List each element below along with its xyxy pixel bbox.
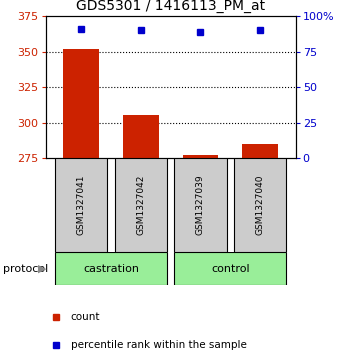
- Text: GSM1327041: GSM1327041: [77, 175, 86, 235]
- Bar: [174, 158, 227, 252]
- Bar: [242, 144, 278, 158]
- Text: control: control: [211, 264, 250, 274]
- Text: ▶: ▶: [38, 264, 46, 274]
- Bar: [55, 158, 107, 252]
- Text: protocol: protocol: [4, 264, 49, 274]
- Bar: [55, 252, 167, 285]
- Text: percentile rank within the sample: percentile rank within the sample: [71, 340, 246, 350]
- Bar: [123, 115, 159, 158]
- Text: GSM1327039: GSM1327039: [196, 175, 205, 236]
- Text: castration: castration: [83, 264, 139, 274]
- Title: GDS5301 / 1416113_PM_at: GDS5301 / 1416113_PM_at: [76, 0, 265, 13]
- Bar: [174, 252, 286, 285]
- Bar: [63, 49, 99, 158]
- Text: count: count: [71, 312, 100, 322]
- Text: GSM1327040: GSM1327040: [256, 175, 265, 235]
- Bar: [114, 158, 167, 252]
- Bar: [234, 158, 286, 252]
- Text: GSM1327042: GSM1327042: [136, 175, 145, 235]
- Bar: [183, 155, 218, 158]
